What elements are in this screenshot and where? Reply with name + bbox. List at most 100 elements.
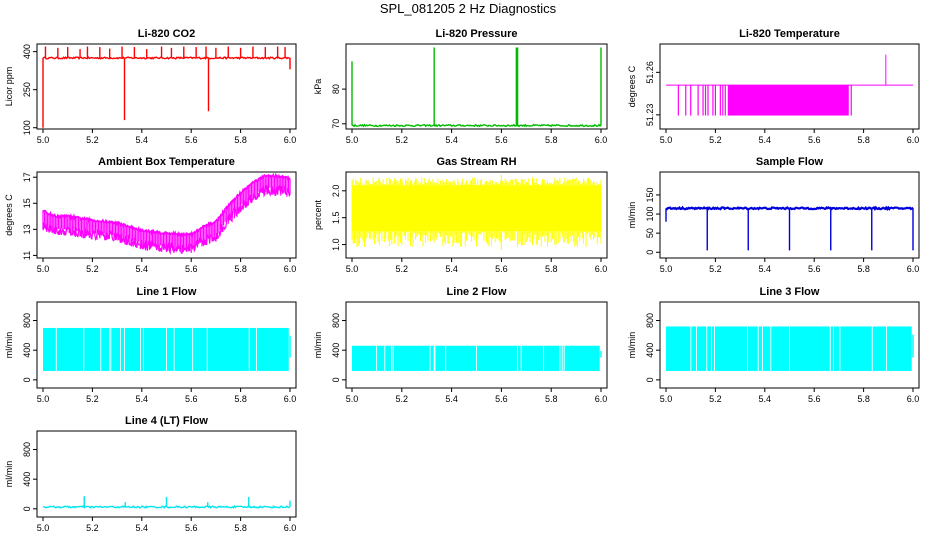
chart-ambient: Ambient Box Temperature 5.0 5.2 5.4 5.6 5.8 6.… (4, 156, 297, 274)
x-tick-label: 5.4 (445, 264, 458, 274)
plot-frame (659, 43, 920, 130)
x-tick-label: 5.4 (136, 135, 149, 145)
series-dense-band (727, 85, 849, 116)
chart-sample_flow: Sample Flow 5.0 5.2 5.4 5.6 5.8 6.0 0 50 100 150 ml… (627, 156, 920, 274)
x-tick-label: 6.0 (595, 264, 608, 274)
y-tick-label: 150 (645, 187, 655, 202)
plot-frame (345, 301, 608, 389)
x-tick-label: 5.4 (445, 394, 458, 404)
x-tick-label: 5.4 (759, 135, 772, 145)
x-tick-label: 6.0 (284, 523, 297, 533)
x-tick-label: 5.0 (37, 264, 50, 274)
x-tick-label: 5.2 (86, 135, 99, 145)
y-tick-label: 50 (645, 228, 655, 238)
x-tick-label: 5.8 (234, 523, 247, 533)
x-tick-label: 5.0 (37, 135, 50, 145)
x-tick-label: 5.6 (495, 394, 508, 404)
y-tick-label: 250 (22, 82, 32, 97)
chart-title: Ambient Box Temperature (98, 156, 235, 168)
y-tick-label: 400 (331, 343, 341, 358)
y-tick-label: 400 (645, 343, 655, 358)
chart-line1: Line 1 Flow 5.0 5.2 5.4 5.6 5.8 6.0 0 400 800 ml/m… (4, 286, 297, 404)
x-tick-label: 5.0 (660, 264, 673, 274)
x-tick-label: 5.2 (396, 264, 409, 274)
x-tick-label: 5.8 (857, 135, 870, 145)
x-tick-label: 5.8 (545, 394, 558, 404)
x-tick-label: 5.8 (545, 135, 558, 145)
x-tick-label: 5.6 (495, 264, 508, 274)
plot-frame (659, 301, 920, 389)
x-tick-label: 5.0 (660, 135, 673, 145)
x-tick-label: 5.8 (545, 264, 558, 274)
y-tick-label: 13 (22, 224, 32, 234)
y-axis-label: ml/min (627, 332, 637, 359)
chart-line2: Line 2 Flow 5.0 5.2 5.4 5.6 5.8 6.0 0 400 800 ml/m… (313, 286, 608, 404)
y-tick-label: 800 (22, 313, 32, 328)
x-tick-label: 5.2 (709, 394, 722, 404)
y-tick-label: 0 (645, 250, 655, 255)
x-tick-label: 6.0 (284, 135, 297, 145)
data-layer (351, 47, 602, 128)
data-layer (352, 345, 602, 371)
chart-title: Line 4 (LT) Flow (125, 415, 208, 427)
y-tick-label: 800 (22, 442, 32, 457)
y-tick-label: 0 (22, 506, 32, 511)
y-axis-label: degrees C (4, 194, 14, 236)
x-tick-label: 5.2 (86, 264, 99, 274)
chart-title: Li-820 Temperature (739, 28, 840, 40)
y-axis-label: ml/min (4, 332, 14, 359)
x-tick-label: 6.0 (284, 264, 297, 274)
x-tick-label: 6.0 (907, 394, 920, 404)
plot-frame (345, 43, 608, 130)
series-baseline (351, 123, 602, 128)
plot-frame (36, 171, 297, 259)
x-tick-label: 5.2 (396, 394, 409, 404)
figure-title: SPL_081205 2 Hz Diagnostics (379, 1, 557, 16)
plot-frame (659, 171, 920, 259)
data-layer (665, 205, 914, 251)
chart-title: Li-820 Pressure (436, 28, 518, 40)
x-tick-label: 6.0 (595, 135, 608, 145)
plot-frame (36, 430, 297, 518)
y-tick-label: 1.5 (331, 211, 341, 224)
x-tick-label: 5.0 (660, 394, 673, 404)
plot-frame (36, 301, 297, 389)
chart-title: Gas Stream RH (436, 156, 516, 168)
y-tick-label: 0 (22, 377, 32, 382)
data-layer (666, 54, 913, 116)
y-tick-label: 80 (331, 84, 341, 94)
x-tick-label: 5.6 (185, 394, 198, 404)
data-layer (42, 173, 291, 256)
x-tick-label: 5.0 (37, 523, 50, 533)
x-tick-label: 5.6 (185, 135, 198, 145)
y-axis-label: ml/min (4, 461, 14, 488)
y-axis-label: percent (313, 199, 323, 230)
x-tick-label: 5.2 (86, 394, 99, 404)
x-tick-label: 6.0 (284, 394, 297, 404)
x-tick-label: 5.2 (396, 135, 409, 145)
x-tick-label: 5.8 (234, 264, 247, 274)
x-tick-label: 5.8 (857, 394, 870, 404)
x-tick-label: 5.2 (709, 264, 722, 274)
chart-temperature: Li-820 Temperature 5.0 5.2 5.4 5.6 5.8 6.0 51.2… (627, 28, 920, 145)
x-tick-label: 5.6 (185, 264, 198, 274)
x-tick-label: 5.4 (759, 264, 772, 274)
series-baseline (42, 55, 291, 61)
chart-line4: Line 4 (LT) Flow 5.0 5.2 5.4 5.6 5.8 6.0 0 400 80… (4, 415, 297, 533)
x-tick-label: 5.2 (709, 135, 722, 145)
plot-frame (36, 43, 297, 130)
data-layer (42, 496, 291, 509)
y-tick-label: 800 (645, 313, 655, 328)
x-tick-label: 5.0 (37, 394, 50, 404)
y-tick-label: 2.0 (331, 185, 341, 198)
y-tick-label: 17 (22, 172, 32, 182)
y-tick-label: 100 (22, 120, 32, 135)
series-band (43, 327, 289, 371)
y-axis-label: Licor ppm (4, 67, 14, 107)
y-axis-label: ml/min (627, 202, 637, 229)
y-axis-label: kPa (313, 79, 323, 95)
y-tick-label: 0 (331, 377, 341, 382)
x-tick-label: 5.6 (808, 264, 821, 274)
y-axis-label: ml/min (313, 332, 323, 359)
y-tick-label: 400 (22, 44, 32, 59)
